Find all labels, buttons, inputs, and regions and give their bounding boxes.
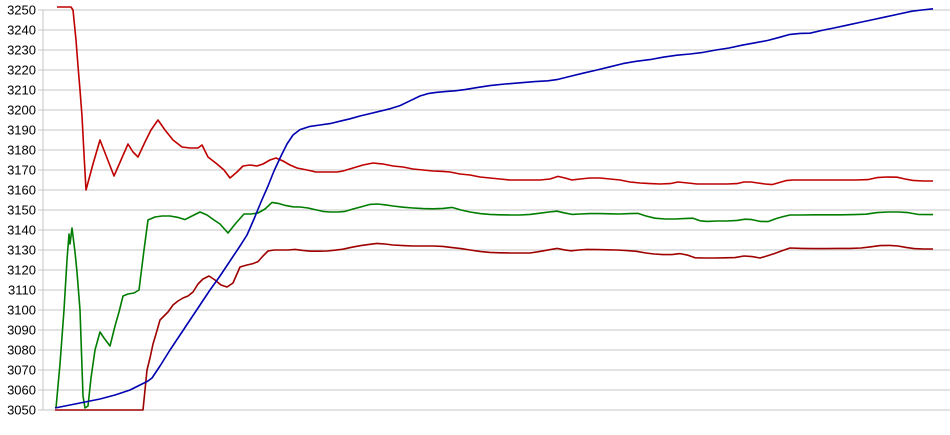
series-dark-red-line: [55, 242, 933, 411]
y-axis-tick-label: 3110: [8, 283, 36, 298]
y-axis-tick-label: 3120: [7, 263, 36, 278]
y-axis-tick-label: 3150: [7, 203, 36, 218]
y-axis-tick-label: 3090: [7, 323, 36, 338]
y-axis-tick-label: 3250: [7, 3, 36, 18]
y-axis-tick-label: 3180: [7, 143, 36, 158]
y-axis-tick-label: 3200: [7, 103, 36, 118]
y-axis-tick-label: 3210: [7, 83, 36, 98]
series-blue-line: [54, 8, 934, 409]
y-axis-tick-label: 3050: [7, 403, 36, 418]
y-axis-tick-label: 3060: [7, 383, 36, 398]
y-axis-tick-label: 3220: [7, 63, 36, 78]
y-axis-tick-label: 3230: [7, 43, 36, 58]
y-axis-tick-label: 3160: [7, 183, 36, 198]
y-axis-tick-label: 3080: [7, 343, 36, 358]
series-green-line: [55, 201, 934, 409]
y-axis-tick-label: 3130: [7, 243, 36, 258]
y-axis-tick-label: 3240: [7, 23, 36, 38]
y-axis-tick-label: 3140: [7, 223, 36, 238]
y-axis-tick-label: 3070: [7, 363, 36, 378]
y-axis-tick-label: 3170: [7, 163, 36, 178]
y-axis-tick-label: 3190: [7, 123, 36, 138]
y-axis-tick-label: 3100: [7, 303, 36, 318]
series-red-line: [57, 6, 933, 191]
